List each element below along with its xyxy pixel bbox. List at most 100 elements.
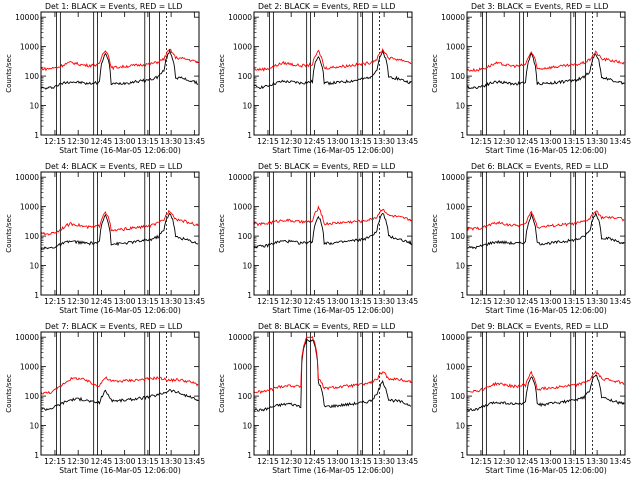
x-axis-label: Start Time (16-Mar-05 12:06:00) xyxy=(59,306,181,315)
series-line-lld xyxy=(40,376,199,395)
x-tick-label: 13:15 xyxy=(563,457,585,466)
y-tick-label: 100 xyxy=(25,72,40,81)
x-tick-label: 12:45 xyxy=(304,297,326,306)
panel-det-8: 1 10 100 1000 10000 12:15 12:30 12:45 13:00 13:15… xyxy=(218,322,418,475)
y-tick-label: 1000 xyxy=(233,363,252,372)
x-tick-label: 13:30 xyxy=(586,297,608,306)
plot-frame xyxy=(40,331,200,456)
panel-title: Det 9: BLACK = Events, RED = LLD xyxy=(471,322,608,331)
x-tick-label: 13:30 xyxy=(160,137,182,146)
x-tick-label: 13:45 xyxy=(184,457,206,466)
y-axis-label: Counts/sec xyxy=(218,214,226,253)
x-tick-label: 12:45 xyxy=(304,457,326,466)
x-tick-label: 12:30 xyxy=(67,297,89,306)
y-tick-label: 1 xyxy=(247,451,252,460)
plot-frame xyxy=(253,171,413,296)
y-tick-label: 1000 xyxy=(20,43,39,52)
panel-title: Det 5: BLACK = Events, RED = LLD xyxy=(258,162,395,171)
series-line-lld xyxy=(466,370,625,393)
x-tick-label: 12:15 xyxy=(257,457,279,466)
y-tick-label: 1000 xyxy=(446,363,465,372)
y-tick-label: 1000 xyxy=(233,203,252,212)
y-tick-label: 1 xyxy=(247,291,252,300)
y-tick-label: 1 xyxy=(460,451,465,460)
x-tick-label: 13:15 xyxy=(350,137,372,146)
series-line-events xyxy=(40,388,200,412)
y-tick-label: 10000 xyxy=(15,173,39,182)
y-axis-label: Counts/sec xyxy=(218,54,226,93)
y-tick-label: 1 xyxy=(34,131,39,140)
x-tick-label: 12:45 xyxy=(91,457,113,466)
y-tick-label: 10000 xyxy=(15,333,39,342)
x-tick-label: 13:30 xyxy=(160,297,182,306)
x-tick-label: 12:15 xyxy=(44,457,66,466)
series-line-lld xyxy=(466,210,625,232)
x-tick-label: 13:00 xyxy=(540,457,562,466)
x-tick-label: 12:30 xyxy=(67,457,89,466)
y-axis-label: Counts/sec xyxy=(431,54,439,93)
y-tick-label: 10 xyxy=(455,422,465,431)
plot-frame xyxy=(253,331,413,456)
panel-det-7: 1 10 100 1000 10000 12:15 12:30 12:45 13:00 13:15… xyxy=(5,322,205,475)
x-tick-label: 12:30 xyxy=(493,137,515,146)
y-tick-label: 10 xyxy=(29,422,39,431)
x-tick-label: 12:15 xyxy=(470,137,492,146)
x-tick-label: 13:15 xyxy=(563,137,585,146)
plot-frame xyxy=(40,171,200,296)
x-tick-label: 13:00 xyxy=(114,137,136,146)
panel-title: Det 7: BLACK = Events, RED = LLD xyxy=(45,322,182,331)
x-axis-label: Start Time (16-Mar-05 12:06:00) xyxy=(485,466,607,475)
x-tick-label: 13:30 xyxy=(373,137,395,146)
x-tick-label: 13:30 xyxy=(586,137,608,146)
panel-title: Det 8: BLACK = Events, RED = LLD xyxy=(258,322,395,331)
y-tick-label: 1 xyxy=(460,131,465,140)
y-tick-label: 10000 xyxy=(441,333,465,342)
y-tick-label: 10 xyxy=(29,102,39,111)
y-axis-label: Counts/sec xyxy=(431,374,439,413)
y-tick-label: 10000 xyxy=(441,173,465,182)
y-tick-label: 100 xyxy=(25,392,40,401)
x-axis-label: Start Time (16-Mar-05 12:06:00) xyxy=(272,146,394,155)
x-tick-label: 12:15 xyxy=(257,297,279,306)
series-line-lld xyxy=(253,335,412,395)
y-axis-label: Counts/sec xyxy=(5,54,13,93)
x-tick-label: 13:15 xyxy=(137,137,159,146)
y-tick-label: 100 xyxy=(451,232,466,241)
series-line-events xyxy=(40,48,199,90)
x-tick-label: 12:30 xyxy=(67,137,89,146)
y-axis-label: Counts/sec xyxy=(431,214,439,253)
x-tick-label: 13:00 xyxy=(114,457,136,466)
x-tick-label: 13:15 xyxy=(350,297,372,306)
x-tick-label: 12:15 xyxy=(470,457,492,466)
x-tick-label: 12:15 xyxy=(470,297,492,306)
series-line-events xyxy=(466,52,626,90)
series-line-lld xyxy=(253,47,412,72)
x-axis-label: Start Time (16-Mar-05 12:06:00) xyxy=(59,146,181,155)
panel-title: Det 1: BLACK = Events, RED = LLD xyxy=(45,2,182,11)
x-tick-label: 13:45 xyxy=(610,457,632,466)
panel-det-5: 1 10 100 1000 10000 12:15 12:30 12:45 13:00 13:15… xyxy=(218,162,418,315)
y-tick-label: 1 xyxy=(34,451,39,460)
x-tick-label: 12:45 xyxy=(91,137,113,146)
x-tick-label: 13:00 xyxy=(327,137,349,146)
y-tick-label: 10 xyxy=(29,262,39,271)
x-tick-label: 13:15 xyxy=(563,297,585,306)
x-tick-label: 13:30 xyxy=(373,297,395,306)
x-axis-label: Start Time (16-Mar-05 12:06:00) xyxy=(272,466,394,475)
y-tick-label: 10 xyxy=(455,102,465,111)
y-tick-label: 10 xyxy=(242,102,252,111)
x-tick-label: 13:45 xyxy=(184,297,206,306)
y-axis-label: Counts/sec xyxy=(5,374,13,413)
y-tick-label: 1 xyxy=(247,131,252,140)
y-tick-label: 10000 xyxy=(228,333,252,342)
x-tick-label: 13:00 xyxy=(327,457,349,466)
x-tick-label: 12:45 xyxy=(517,137,539,146)
x-tick-label: 13:45 xyxy=(184,137,206,146)
y-tick-label: 10000 xyxy=(15,13,39,22)
x-tick-label: 13:15 xyxy=(350,457,372,466)
plot-frame xyxy=(466,11,626,136)
y-tick-label: 10 xyxy=(242,262,252,271)
y-axis-label: Counts/sec xyxy=(5,214,13,253)
plot-frame xyxy=(40,11,200,136)
